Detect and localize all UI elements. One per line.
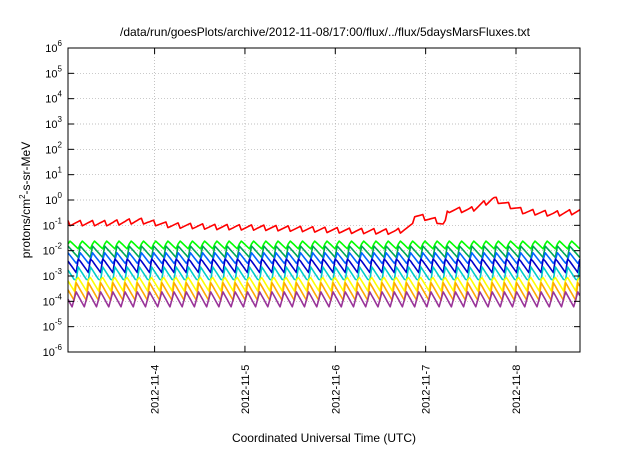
y-axis-label: protons/cm2-s-sr-MeV bbox=[18, 142, 33, 258]
y-tick-label: 102 bbox=[45, 140, 62, 156]
x-tick-label: 2012-11-7 bbox=[421, 365, 433, 414]
chart-title: /data/run/goesPlots/archive/2012-11-08/1… bbox=[120, 25, 531, 39]
series-line bbox=[67, 245, 581, 259]
series-line bbox=[67, 258, 581, 274]
y-tick-label: 105 bbox=[45, 64, 62, 80]
y-tick-label: 104 bbox=[45, 90, 62, 106]
series-line bbox=[67, 281, 581, 302]
y-tick-label: 106 bbox=[45, 39, 62, 55]
y-tick-label: 10-3 bbox=[43, 267, 63, 283]
series-line bbox=[67, 240, 581, 250]
series-line bbox=[67, 266, 581, 281]
y-tick-label: 10-4 bbox=[43, 292, 63, 308]
y-tick-label: 103 bbox=[45, 115, 62, 131]
x-axis-label: Coordinated Universal Time (UTC) bbox=[232, 431, 416, 445]
series-line bbox=[67, 291, 581, 308]
y-tick-label: 10-6 bbox=[43, 343, 63, 359]
series-group bbox=[67, 196, 581, 308]
y-axis: 10-6 10-5 10-4 10-3 10-2 10-1 100 101 102 103 104 1… bbox=[43, 39, 580, 359]
y-tick-label: 100 bbox=[45, 191, 62, 207]
y-tick-label: 10-5 bbox=[43, 318, 63, 334]
y-tick-label: 10-1 bbox=[43, 216, 63, 232]
x-axis: 2012-11-4 2012-11-5 2012-11-6 2012-11-7 2012… bbox=[150, 48, 523, 414]
y-tick-label: 10-2 bbox=[43, 242, 63, 258]
series-line bbox=[67, 196, 581, 236]
series-line bbox=[67, 276, 581, 292]
x-tick-label: 2012-11-6 bbox=[330, 365, 342, 414]
x-tick-label: 2012-11-4 bbox=[150, 365, 162, 414]
x-tick-label: 2012-11-8 bbox=[511, 365, 523, 414]
x-tick-label: 2012-11-5 bbox=[240, 365, 252, 414]
y-tick-label: 101 bbox=[45, 166, 62, 182]
